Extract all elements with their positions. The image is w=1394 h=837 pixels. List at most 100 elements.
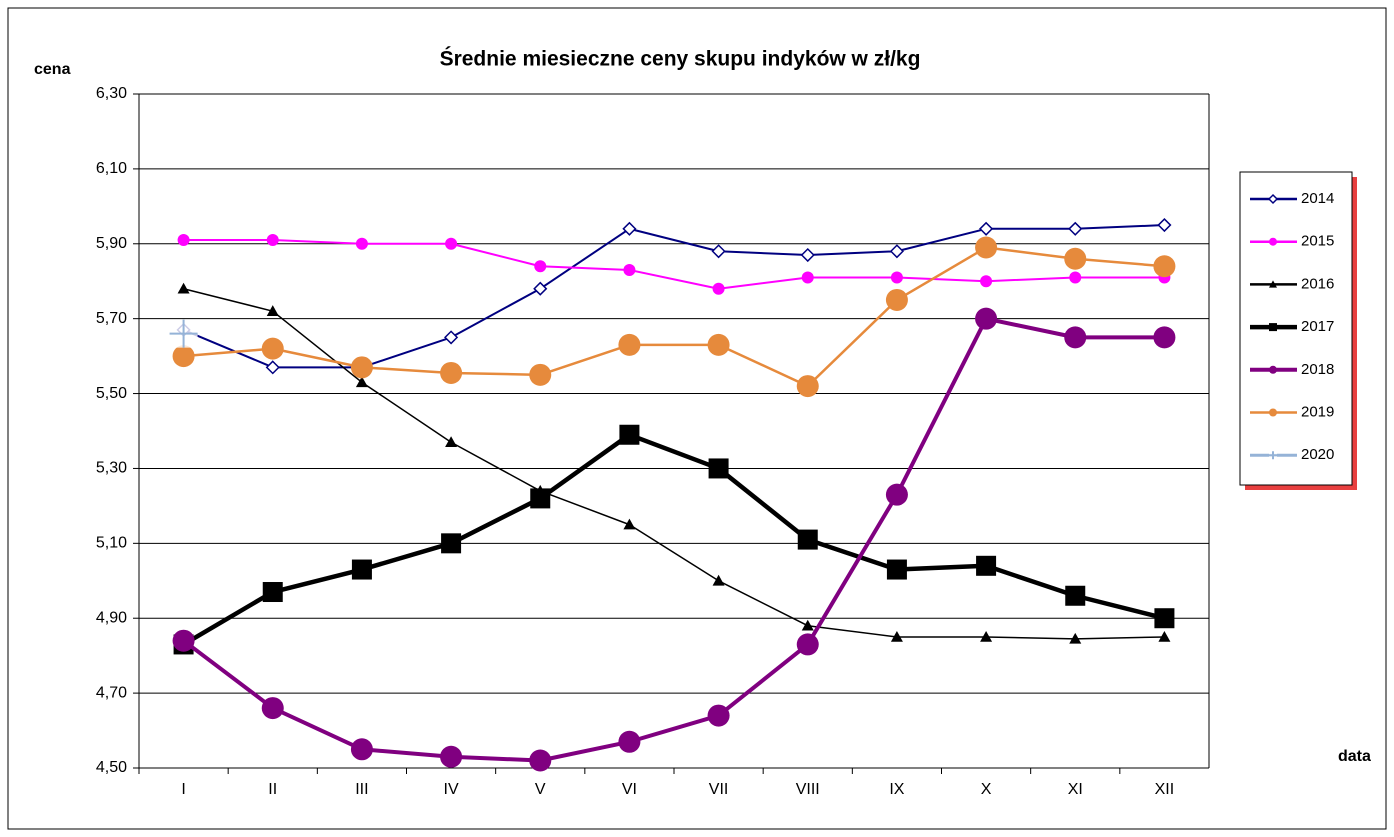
legend-marker	[1269, 237, 1277, 246]
series-line	[182, 432, 1165, 647]
series-line	[183, 246, 1165, 388]
point	[1158, 630, 1171, 642]
point	[885, 483, 908, 506]
chart-title: Średnie miesieczne ceny skupu indyków w …	[440, 47, 921, 71]
legend-marker	[1269, 280, 1277, 288]
point	[622, 221, 637, 236]
point	[975, 236, 998, 259]
legend-label: 2014	[1301, 190, 1334, 207]
point	[533, 281, 548, 296]
x-tick-label: III	[355, 781, 368, 798]
point	[261, 337, 284, 360]
point	[711, 244, 726, 259]
y-tick-label: 5,90	[96, 235, 127, 252]
point	[1069, 632, 1082, 644]
y-tick-label: 5,10	[96, 535, 127, 552]
point	[886, 559, 907, 580]
y-tick-label: 4,90	[96, 609, 127, 626]
point	[441, 533, 462, 554]
legend-label: 2015	[1301, 233, 1334, 250]
legend-marker	[1269, 408, 1277, 417]
x-tick-label: IV	[444, 781, 459, 798]
point	[1065, 585, 1086, 606]
point	[262, 582, 283, 603]
point	[890, 630, 903, 642]
point	[350, 356, 373, 379]
point	[707, 704, 730, 727]
y-tick-label: 6,30	[96, 85, 127, 102]
point	[534, 260, 547, 273]
point	[529, 363, 552, 386]
point	[800, 247, 815, 263]
point	[980, 630, 993, 642]
point	[266, 305, 279, 316]
point	[619, 424, 640, 445]
x-tick-label: V	[535, 781, 546, 798]
x-tick-label: I	[181, 781, 185, 798]
point	[890, 271, 903, 284]
point	[177, 234, 190, 247]
point	[177, 282, 190, 294]
point	[1064, 326, 1087, 349]
point	[1154, 608, 1175, 629]
y-tick-label: 5,30	[96, 460, 127, 477]
y-tick-label: 5,50	[96, 385, 127, 402]
point	[801, 619, 814, 631]
point	[623, 263, 636, 276]
y-axis-label: cena	[34, 61, 71, 78]
point	[885, 288, 908, 311]
x-tick-label: X	[981, 781, 992, 798]
legend-label: 2020	[1301, 446, 1334, 463]
legend-marker	[1269, 451, 1277, 460]
point	[1064, 247, 1087, 270]
point	[712, 574, 725, 586]
legend-label: 2016	[1301, 275, 1334, 292]
point	[618, 730, 641, 753]
point	[350, 738, 373, 761]
point	[797, 529, 818, 550]
point	[169, 319, 198, 348]
point	[980, 275, 993, 288]
point	[707, 333, 730, 356]
point	[1153, 326, 1176, 349]
point	[979, 221, 994, 236]
point	[801, 271, 814, 284]
point	[440, 745, 463, 768]
legend-label: 2018	[1301, 361, 1334, 378]
legend-marker	[1269, 323, 1277, 332]
x-tick-label: VII	[709, 781, 729, 798]
legend-label: 2019	[1301, 403, 1334, 420]
point	[440, 361, 463, 384]
point	[444, 330, 459, 345]
point	[618, 333, 641, 356]
point	[975, 307, 998, 330]
y-tick-label: 4,50	[96, 759, 127, 776]
point	[261, 697, 284, 720]
point	[445, 237, 458, 250]
point	[172, 629, 195, 652]
point	[1157, 217, 1172, 233]
x-tick-label: XI	[1068, 781, 1083, 798]
legend-label: 2017	[1301, 318, 1334, 335]
point	[712, 282, 725, 295]
point	[266, 234, 279, 247]
point	[623, 518, 636, 530]
point	[172, 345, 195, 368]
legend-marker	[1267, 193, 1279, 205]
point	[355, 237, 368, 250]
point	[796, 375, 819, 398]
x-tick-label: XII	[1155, 781, 1175, 798]
x-axis-label: data	[1338, 748, 1371, 765]
legend-marker	[1269, 365, 1277, 374]
x-tick-label: VI	[622, 781, 637, 798]
point	[1069, 271, 1082, 284]
point	[355, 376, 368, 388]
point	[1153, 255, 1176, 278]
series-line	[182, 316, 1165, 763]
point	[351, 559, 372, 580]
point	[1068, 221, 1083, 236]
point	[796, 633, 819, 656]
x-tick-label: VIII	[796, 781, 820, 798]
series-line	[183, 287, 1165, 640]
